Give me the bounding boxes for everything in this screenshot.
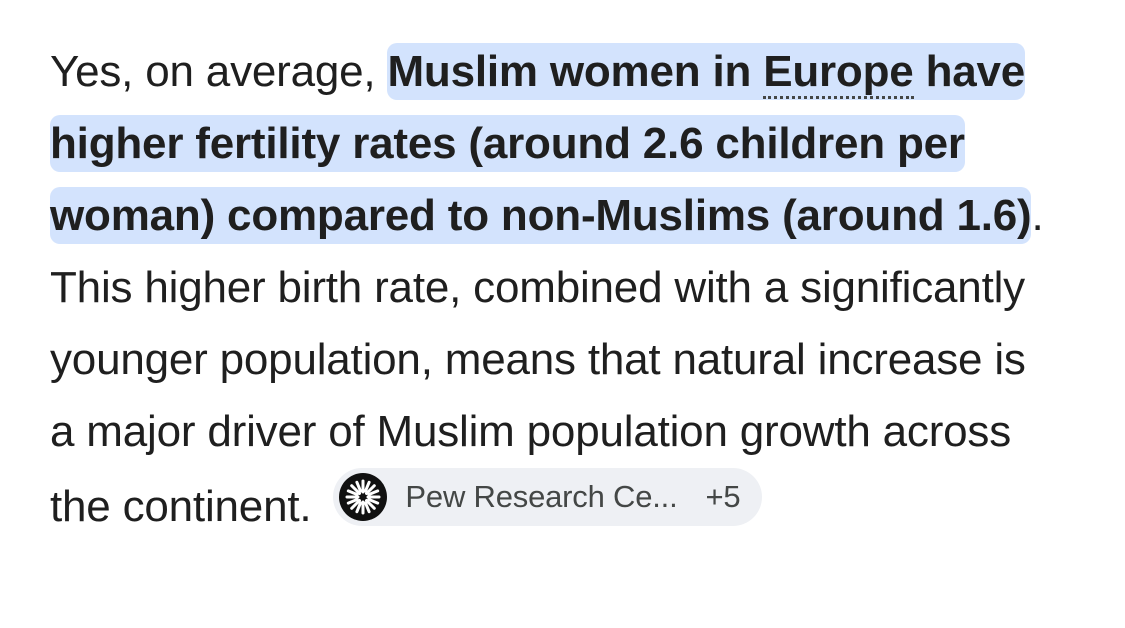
answer-lead: Yes, on average,	[50, 47, 388, 96]
source-chip-more-count: +5	[705, 479, 741, 514]
highlight-text-part2: have higher fertility rates (around 2.6 …	[50, 47, 1032, 240]
answer-tail: . This higher birth rate, combined with …	[50, 191, 1044, 531]
highlighted-claim[interactable]: Muslim women in Europe have higher ferti…	[50, 43, 1032, 244]
source-chip[interactable]: Pew Research Ce... +5	[333, 468, 763, 526]
answer-text: Yes, on average, Muslim women in Europe …	[50, 36, 1050, 543]
source-chip-label: Pew Research Ce...	[405, 479, 678, 514]
pew-logo-icon	[339, 473, 388, 521]
highlight-text-part1: Muslim women in	[387, 47, 764, 96]
term-europe[interactable]: Europe	[763, 47, 914, 99]
